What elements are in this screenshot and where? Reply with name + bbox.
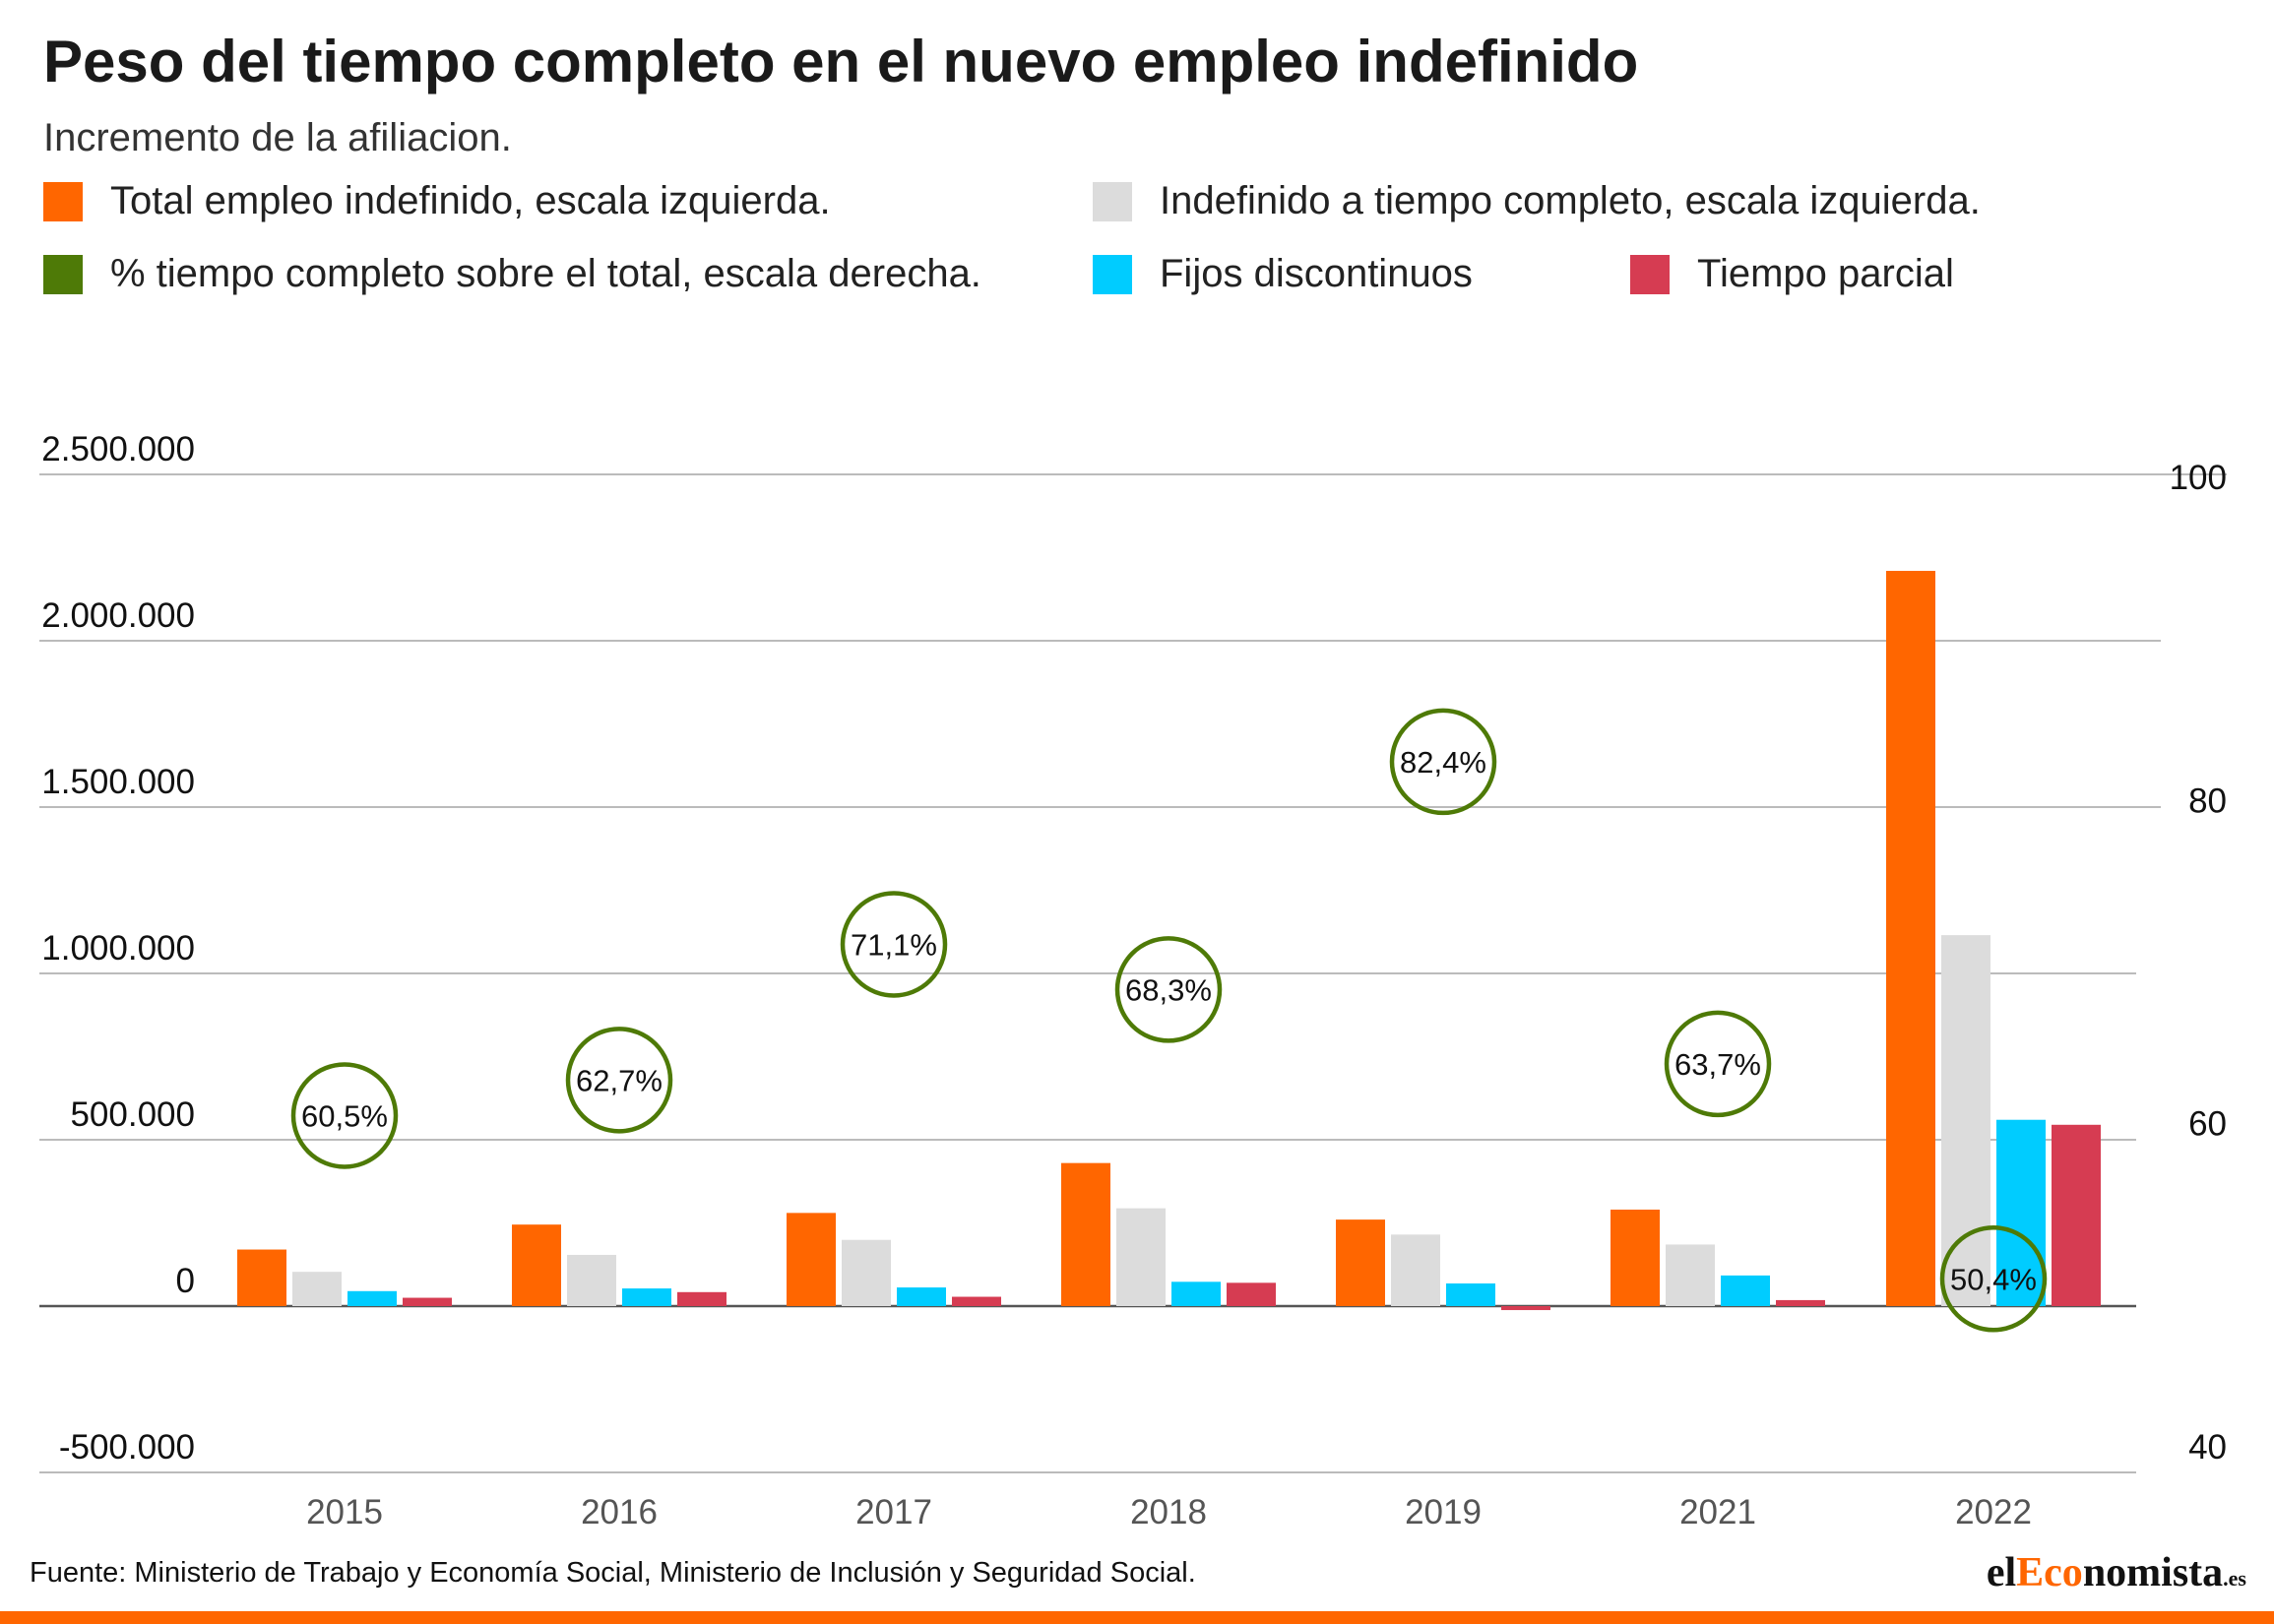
bar-2015-3 [403,1297,452,1306]
pct-label-2016: 62,7% [576,1063,663,1097]
x-tick-label: 2022 [1955,1493,2032,1531]
y-left-tick-label: -500.000 [59,1428,195,1467]
legend-swatch-tiempo-parcial [1630,254,1670,294]
brand-tld: .es [2223,1566,2246,1591]
bar-2022-1 [1941,935,1990,1306]
bar-2019-2 [1446,1283,1495,1306]
x-tick-label: 2019 [1405,1493,1482,1531]
legend-swatch-porcentaje [43,254,83,294]
bar-2018-0 [1061,1162,1110,1306]
bar-2017-2 [897,1287,946,1306]
bar-2019-0 [1336,1219,1385,1306]
chart-title: Peso del tiempo completo en el nuevo emp… [43,29,1639,94]
y-left-tick-label: 500.000 [70,1095,195,1134]
bar-2018-1 [1116,1208,1166,1306]
y-left-tick-label: 1.500.000 [41,763,195,801]
x-tick-label: 2018 [1130,1493,1207,1531]
x-tick-label: 2015 [306,1493,383,1531]
brand-accent: Eco [2016,1550,2083,1595]
pct-label-2019: 82,4% [1400,745,1486,780]
bar-2021-2 [1721,1275,1770,1306]
bar-2015-2 [347,1290,397,1306]
legend-item-tiempo-completo: Indefinido a tiempo completo, escala izq… [1093,179,1981,223]
pct-marker-2019 [1389,708,1497,816]
pct-marker-2022 [1939,1225,2048,1333]
bar-2019-1 [1391,1234,1440,1306]
brand-logo: elEconomista.es [1987,1549,2246,1596]
chart-plot: -500.000 0 500.000 1.000.000 1.500.000 2.000.… [39,430,2227,1531]
y-right-tick-label: 100 [2170,459,2227,497]
bar-2017-0 [787,1213,836,1306]
legend-item-fijos-discontinuos: Fijos discontinuos [1093,252,1473,296]
pct-marker-2018 [1114,936,1223,1043]
pct-marker-2015 [290,1062,399,1169]
bar-2018-3 [1227,1282,1276,1306]
pct-label-2022: 50,4% [1950,1262,2037,1296]
legend-item-porcentaje: % tiempo completo sobre el total, escala… [43,252,981,296]
legend-label-tiempo-completo: Indefinido a tiempo completo, escala izq… [1160,179,1981,222]
legend-item-tiempo-parcial: Tiempo parcial [1630,252,1954,296]
bar-2016-0 [512,1224,561,1306]
legend-label-tiempo-parcial: Tiempo parcial [1697,252,1954,295]
source-note: Fuente: Ministerio de Trabajo y Economía… [30,1557,1196,1589]
bar-2016-1 [567,1254,616,1306]
y-right-tick-label: 80 [2188,781,2227,820]
legend-label-porcentaje: % tiempo completo sobre el total, escala… [110,252,981,295]
pct-marker-2017 [840,891,948,998]
pct-label-2018: 68,3% [1125,972,1212,1007]
bar-2016-2 [622,1288,671,1306]
brand-prefix: el [1986,1550,2017,1595]
x-tick-label: 2016 [581,1493,658,1531]
y-right-tick-label: 40 [2188,1428,2227,1467]
bar-2018-2 [1171,1281,1221,1306]
pct-label-2017: 71,1% [851,927,937,962]
pct-label-2021: 63,7% [1674,1047,1761,1082]
y-left-tick-label: 2.000.000 [41,596,195,635]
legend-label-total: Total empleo indefinido, escala izquierd… [110,179,831,222]
pct-label-2015: 60,5% [301,1098,388,1133]
bar-2021-0 [1611,1209,1660,1306]
legend-swatch-tiempo-completo [1093,181,1132,221]
pct-marker-2021 [1664,1010,1772,1118]
x-tick-label: 2017 [855,1493,932,1531]
brand-suffix: nomista [2082,1550,2224,1595]
bar-2016-3 [677,1291,726,1306]
bar-2017-3 [952,1296,1001,1306]
bar-2021-3 [1776,1299,1825,1306]
bar-2022-3 [2052,1124,2101,1306]
bar-2019-3 [1501,1306,1550,1311]
y-left-tick-label: 1.000.000 [41,929,195,968]
legend: Total empleo indefinido, escala izquierd… [43,179,2209,317]
bar-2015-1 [292,1272,342,1306]
y-left-tick-label: 2.500.000 [41,430,195,468]
bar-2022-2 [1996,1119,2046,1306]
legend-swatch-fijos-discontinuos [1093,254,1132,294]
chart-subtitle: Incremento de la afiliacion. [43,116,512,159]
legend-item-total: Total empleo indefinido, escala izquierd… [43,179,831,223]
footer-accent-bar [0,1611,2274,1624]
bar-2021-1 [1666,1244,1715,1306]
y-left-tick-label: 0 [176,1262,195,1300]
bar-2015-0 [237,1249,286,1306]
legend-swatch-total [43,181,83,221]
bar-2017-1 [842,1239,891,1306]
bar-2022-0 [1886,571,1935,1306]
pct-marker-2016 [565,1027,673,1134]
legend-label-fijos-discontinuos: Fijos discontinuos [1160,252,1473,295]
x-tick-label: 2021 [1679,1493,1756,1531]
y-right-tick-label: 60 [2188,1105,2227,1144]
